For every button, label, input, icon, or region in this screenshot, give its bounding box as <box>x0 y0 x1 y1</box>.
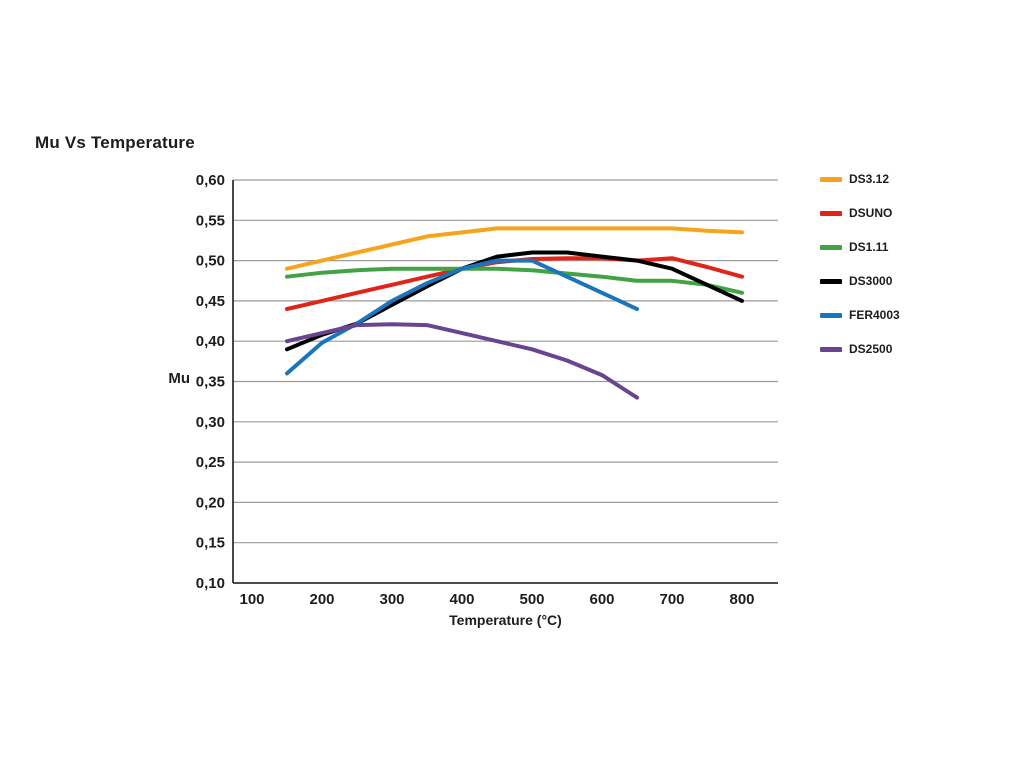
x-tick-label: 300 <box>379 591 404 608</box>
legend-label: DS1.11 <box>849 240 889 254</box>
x-tick-label: 400 <box>449 591 474 608</box>
series-line-FER4003 <box>285 258 639 376</box>
legend-label: DSUNO <box>849 206 893 220</box>
legend-swatch <box>820 312 842 318</box>
x-tick-label: 500 <box>519 591 544 608</box>
x-tick-label: 600 <box>589 591 614 608</box>
x-tick-label: 800 <box>729 591 754 608</box>
x-axis-label: Temperature (°C) <box>449 612 562 628</box>
legend-swatch <box>820 244 842 250</box>
legend-label: DS3000 <box>849 274 893 288</box>
y-tick-label: 0,60 <box>196 172 225 189</box>
series-line-DS1.11 <box>285 266 744 295</box>
legend-label: FER4003 <box>849 308 900 322</box>
legend-swatch <box>820 346 842 352</box>
chart-title: Mu Vs Temperature <box>35 133 195 152</box>
legend-swatch <box>820 210 842 216</box>
legend-item: FER4003 <box>820 298 900 332</box>
legend-item: DS3.12 <box>820 162 900 196</box>
legend-label: DS2500 <box>849 342 893 356</box>
legend-label: DS3.12 <box>849 172 890 186</box>
x-tick-label: 200 <box>309 591 334 608</box>
y-tick-label: 0,30 <box>196 414 225 431</box>
x-tick-label: 700 <box>659 591 684 608</box>
legend-item: DS2500 <box>820 332 900 366</box>
y-axis-label: Mu <box>168 370 190 387</box>
x-tick-label: 100 <box>239 591 264 608</box>
legend: DS3.12 DSUNO DS1.11 DS3000 FER4003 DS2500 <box>820 162 900 366</box>
y-tick-label: 0,35 <box>196 374 225 391</box>
legend-item: DS1.11 <box>820 230 900 264</box>
legend-swatch <box>820 278 842 284</box>
series-line-DS2500 <box>285 322 639 400</box>
legend-item: DS3000 <box>820 264 900 298</box>
y-tick-label: 0,50 <box>196 253 225 270</box>
legend-swatch <box>820 176 842 182</box>
y-tick-label: 0,20 <box>196 494 225 511</box>
y-tick-label: 0,45 <box>196 293 225 310</box>
series-line-DS3.12 <box>285 226 744 271</box>
y-tick-label: 0,55 <box>196 212 225 229</box>
legend-item: DSUNO <box>820 196 900 230</box>
y-tick-label: 0,25 <box>196 454 225 471</box>
y-tick-label: 0,40 <box>196 333 225 350</box>
y-tick-label: 0,10 <box>196 575 225 592</box>
y-tick-label: 0,15 <box>196 535 225 552</box>
